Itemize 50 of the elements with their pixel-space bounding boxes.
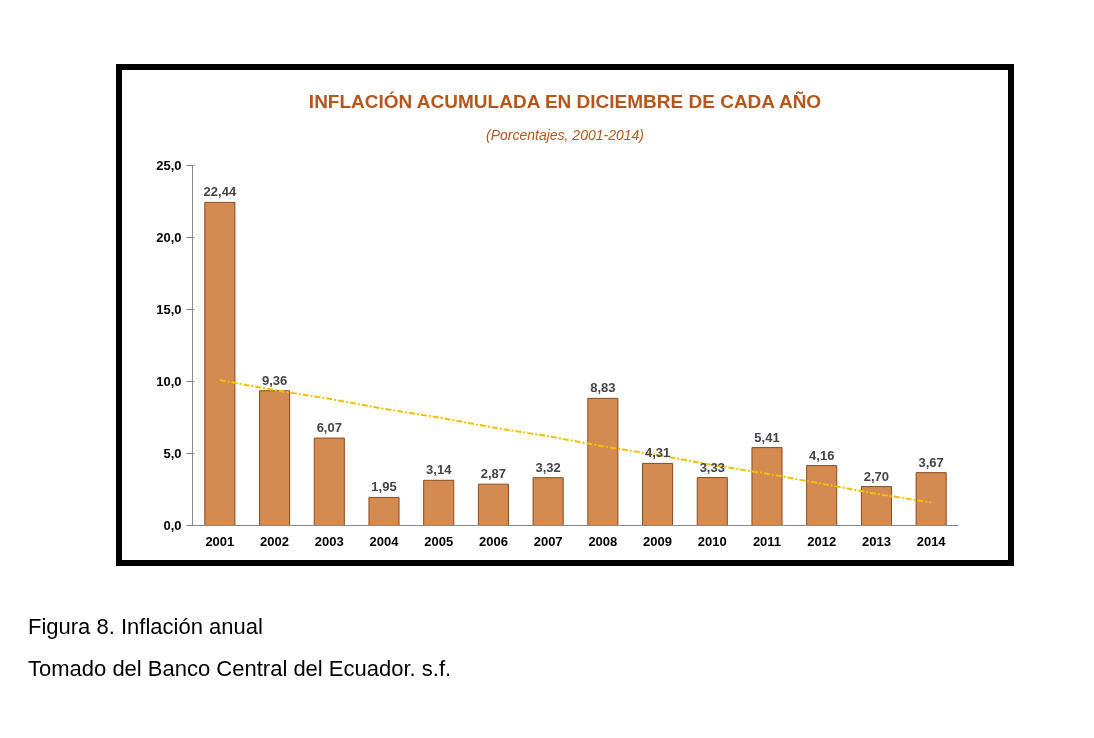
x-tick-label: 2007 bbox=[533, 533, 563, 549]
bar bbox=[915, 472, 947, 526]
data-label: 6,07 bbox=[316, 420, 342, 436]
y-tick-label: 15,0 bbox=[156, 302, 182, 318]
y-tick-label: 0,0 bbox=[163, 518, 182, 534]
chart-subtitle: (Porcentajes, 2001-2014) bbox=[486, 126, 644, 146]
text: Figura 8. Inflación anual bbox=[28, 613, 263, 642]
x-tick-label: 2006 bbox=[478, 533, 508, 549]
data-label: 2,87 bbox=[480, 466, 507, 482]
bar bbox=[532, 477, 564, 526]
data-label: 9,36 bbox=[261, 372, 288, 388]
bar bbox=[696, 477, 728, 526]
data-label: 4,16 bbox=[809, 447, 835, 463]
bar bbox=[368, 497, 400, 526]
bar bbox=[423, 479, 455, 526]
bar bbox=[204, 202, 236, 526]
x-tick-label: 2008 bbox=[588, 533, 618, 549]
data-label: 1,95 bbox=[371, 479, 397, 495]
bar bbox=[313, 437, 345, 526]
x-tick-label: 2004 bbox=[369, 533, 400, 549]
y-tick-label: 10,0 bbox=[156, 374, 182, 390]
chart-title: INFLACIÓN ACUMULADA EN DICIEMBRE DE CADA AÑO bbox=[308, 90, 822, 114]
data-label: 5,41 bbox=[754, 429, 780, 445]
bar bbox=[806, 465, 838, 526]
data-label: 3,67 bbox=[918, 454, 944, 470]
bar bbox=[259, 390, 291, 526]
x-tick-label: 2001 bbox=[205, 533, 235, 549]
data-label: 2,70 bbox=[863, 468, 890, 484]
data-label: 8,83 bbox=[590, 380, 616, 396]
data-label: 22,44 bbox=[203, 184, 237, 200]
x-tick-label: 2014 bbox=[916, 533, 947, 549]
data-label: 3,32 bbox=[535, 459, 561, 475]
x-tick-label: 2009 bbox=[643, 533, 673, 549]
x-tick-label: 2002 bbox=[260, 533, 290, 549]
data-label: 3,14 bbox=[426, 462, 453, 478]
x-tick-label: 2012 bbox=[807, 533, 837, 549]
bar bbox=[587, 397, 619, 526]
y-tick-label: 5,0 bbox=[163, 446, 182, 462]
bar bbox=[642, 463, 674, 526]
text: Tomado del Banco Central del Ecuador. s.f. bbox=[28, 654, 452, 683]
x-tick-label: 2010 bbox=[697, 533, 727, 549]
x-tick-label: 2011 bbox=[752, 533, 782, 549]
bar bbox=[751, 447, 783, 526]
bar bbox=[477, 483, 509, 526]
x-tick-label: 2003 bbox=[314, 533, 344, 549]
bar bbox=[860, 486, 892, 526]
x-tick-label: 2005 bbox=[424, 533, 454, 549]
y-tick-label: 20,0 bbox=[156, 230, 182, 246]
x-tick-label: 2013 bbox=[861, 533, 891, 549]
y-tick-label: 25,0 bbox=[156, 158, 182, 174]
